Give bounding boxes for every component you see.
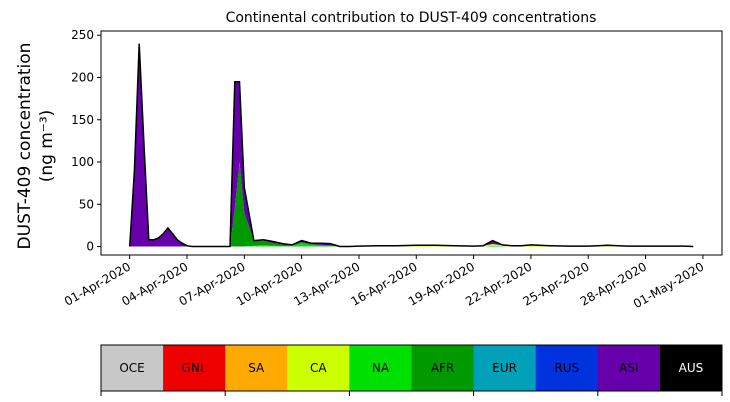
legend-swatch-afr [411,345,475,391]
legend-label-ca: CA [310,361,327,375]
area-series-afr [129,162,694,247]
y-axis-label-line1: DUST-409 concentration [15,43,35,250]
colorbar-legend: OCE GNL SA CA NA AFR EUR RUS ASI AUS [100,344,723,396]
legend-swatch-sa [225,345,288,391]
y-tick-label: 150 [71,113,94,127]
legend-label-rus: RUS [554,361,579,375]
legend-swatch-asi [597,345,661,391]
area-series-asi [129,43,694,247]
chart-title: Continental contribution to DUST-409 con… [226,10,597,26]
y-axis-label: DUST-409 concentration (ng m⁻³) [15,43,57,250]
y-tick-label: 50 [79,197,94,211]
y-axis-label-line2: (ng m⁻³) [37,110,57,183]
legend-label-asi: ASI [619,361,638,375]
legend-label-gnl: GNL [182,361,207,375]
legend-swatch-ca [287,345,350,391]
legend-label-aus: AUS [679,361,704,375]
legend-swatch-rus [535,345,599,391]
legend-label-oce: OCE [119,361,144,375]
legend-swatch-aus [659,345,723,391]
y-tick-label: 250 [71,28,94,42]
area-series-na [129,243,694,247]
legend-swatch-na [349,345,412,391]
legend-label-eur: EUR [492,361,517,375]
legend-label-na: NA [372,361,390,375]
area-series-ca [129,162,694,247]
y-tick-label: 200 [71,70,94,84]
legend-swatch-eur [473,345,537,391]
legend-label-afr: AFR [431,361,454,375]
legend-swatch-gnl [163,345,226,391]
total-outline-line [128,43,694,248]
legend-swatch-oce [101,345,164,391]
y-tick-label: 0 [86,240,94,254]
legend-frame [100,344,723,392]
plot-frame [100,30,723,256]
legend-label-sa: SA [248,361,265,375]
axes: 05010015020025001-Apr-202004-Apr-202007-… [62,28,723,311]
plot-area [128,43,694,248]
y-tick-label: 100 [71,155,94,169]
